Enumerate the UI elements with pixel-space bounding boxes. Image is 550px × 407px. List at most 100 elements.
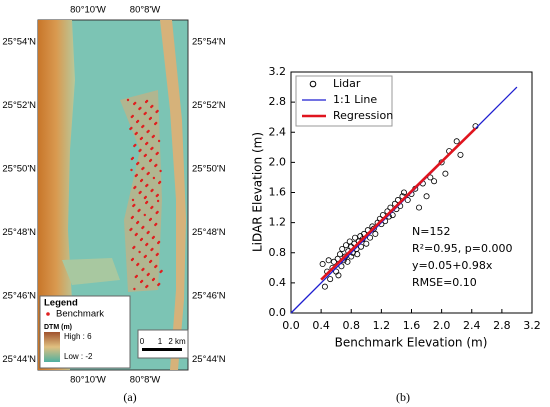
- benchmark-dot: [140, 136, 144, 140]
- x-tick-label: 2.4: [463, 319, 481, 332]
- benchmark-dot: [133, 287, 136, 291]
- y-tick-label: 0.0: [269, 306, 287, 319]
- data-point: [423, 193, 430, 200]
- data-point: [352, 234, 359, 241]
- benchmark-dot: [137, 161, 140, 165]
- data-point: [335, 272, 342, 279]
- benchmark-dot: [157, 240, 161, 244]
- benchmark-dot: [145, 200, 149, 204]
- data-point: [404, 197, 411, 204]
- benchmark-dot: [131, 114, 134, 118]
- benchmark-dot: [137, 262, 140, 266]
- benchmark-dot: [130, 126, 133, 130]
- lon-label: 80°10'W: [70, 5, 106, 16]
- x-axis-label: Benchmark Elevation (m): [335, 336, 488, 350]
- lat-label: 25°48'N: [2, 227, 36, 238]
- benchmark-dot: [134, 143, 137, 147]
- data-point: [370, 225, 377, 232]
- caption: (a): [123, 390, 136, 404]
- data-point: [336, 251, 343, 258]
- data-point: [344, 258, 351, 265]
- x-tick-label: 2.8: [493, 319, 511, 332]
- data-point: [400, 189, 407, 196]
- data-point: [325, 257, 332, 264]
- benchmark-dot: [156, 252, 159, 256]
- benchmark-dot: [155, 222, 158, 226]
- key-island: [62, 258, 120, 285]
- y-tick-label: 0.8: [269, 246, 287, 259]
- lat-label: 25°52'N: [192, 100, 226, 111]
- lon-label: 80°10'W: [70, 375, 106, 386]
- benchmark-dot: [158, 282, 161, 286]
- benchmark-dot: [149, 116, 153, 120]
- y-tick-label: 1.2: [269, 216, 287, 229]
- scale-label: 0: [140, 337, 145, 346]
- benchmark-dot: [139, 148, 142, 152]
- data-point: [363, 240, 370, 247]
- data-point: [342, 242, 349, 249]
- y-tick-label: 2.4: [269, 125, 287, 138]
- benchmark-dot: [156, 210, 159, 214]
- benchmark-dot: [146, 183, 149, 187]
- annotation: N=152: [412, 225, 450, 238]
- benchmark-dot: [130, 168, 133, 172]
- benchmark-dot: [146, 284, 149, 288]
- scale-bar: [142, 348, 182, 351]
- benchmark-dot: [135, 173, 138, 177]
- data-point: [427, 174, 434, 181]
- scale-label: 1: [158, 337, 163, 346]
- benchmark-dot: [156, 151, 159, 155]
- benchmark-dot: [147, 171, 150, 175]
- lat-label: 25°44'N: [2, 354, 36, 365]
- benchmark-dot: [139, 190, 142, 194]
- y-tick-label: 0.4: [269, 276, 287, 289]
- benchmark-dot: [151, 247, 154, 251]
- benchmark-dot: [147, 129, 150, 133]
- benchmark-dot: [131, 257, 135, 261]
- benchmark-dot: [149, 259, 153, 263]
- legend-label: 1:1 Line: [333, 93, 377, 106]
- data-point: [338, 263, 345, 270]
- benchmark-dot: [156, 193, 159, 197]
- legend-title: Legend: [44, 298, 78, 309]
- data-point: [416, 204, 423, 211]
- data-point: [339, 245, 346, 252]
- legend-benchmark: Benchmark: [56, 309, 104, 320]
- x-tick-label: 0.8: [343, 319, 361, 332]
- scale-label: 2 km: [168, 337, 186, 346]
- data-point: [327, 276, 334, 283]
- benchmark-dot: [138, 250, 141, 254]
- benchmark-dot: [155, 163, 158, 167]
- benchmark-dot: [142, 267, 145, 271]
- benchmark-dot: [136, 220, 140, 224]
- y-tick-label: 2.0: [269, 155, 287, 168]
- data-point: [348, 253, 355, 260]
- benchmark-dot: [133, 245, 136, 249]
- benchmark-dot: [140, 279, 144, 283]
- benchmark-dot: [157, 139, 161, 143]
- y-tick-label: 2.8: [269, 95, 287, 108]
- benchmark-dot: [159, 169, 162, 173]
- benchmarks: [126, 98, 163, 291]
- data-point: [319, 261, 326, 268]
- benchmark-dot: [152, 134, 155, 138]
- lat-label: 25°50'N: [2, 164, 36, 175]
- benchmark-dot: [147, 230, 150, 234]
- benchmark-dot: [152, 176, 156, 180]
- benchmark-dot: [143, 213, 146, 217]
- x-tick-label: 2.0: [433, 319, 451, 332]
- legend-marker: [309, 80, 317, 88]
- benchmark-dot: [140, 237, 144, 241]
- benchmark-dot: [151, 146, 154, 150]
- benchmark-dot: [135, 131, 138, 135]
- benchmark-dot: [135, 274, 138, 278]
- benchmark-dot: [130, 227, 133, 231]
- y-tick-label: 1.6: [269, 186, 287, 199]
- lon-label: 80°8'W: [130, 5, 160, 16]
- scale-box: [137, 329, 189, 359]
- benchmark-dot: [134, 101, 137, 105]
- benchmark-dot: [152, 235, 155, 239]
- lat-label: 25°46'N: [192, 291, 226, 302]
- legend-high: High : 6: [64, 332, 92, 341]
